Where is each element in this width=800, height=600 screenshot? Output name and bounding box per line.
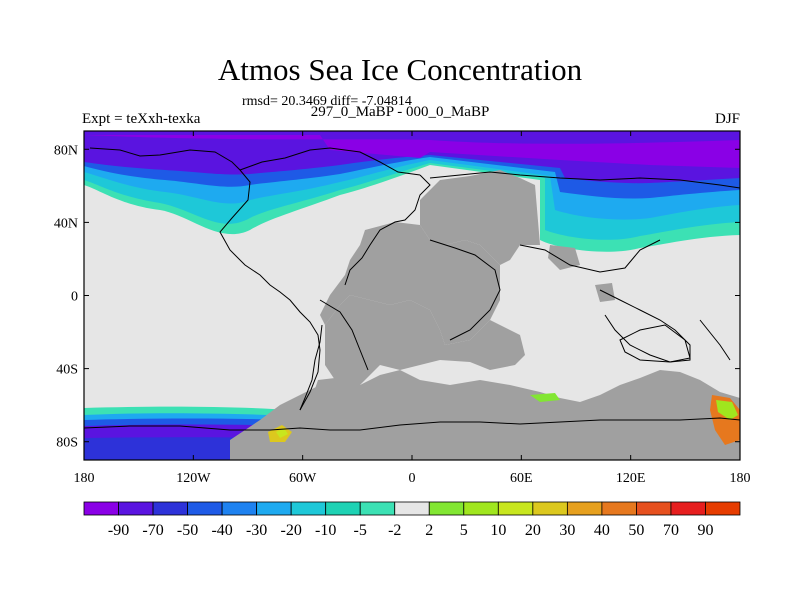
colorbar-label: -90 (108, 522, 129, 539)
colorbar-label: 40 (594, 522, 610, 539)
land-west-patch (312, 378, 345, 405)
colorbar-label: -70 (142, 522, 163, 539)
season-label: DJF (714, 111, 740, 127)
land-antarctic (230, 370, 740, 460)
x-tick-label: 180 (730, 471, 751, 486)
colorbar-swatch (187, 501, 223, 516)
x-axis: 180 120W 60W 0 60E 120E 180 (74, 131, 751, 486)
colorbar-label: 20 (525, 522, 541, 539)
colorbar-swatch (705, 501, 741, 516)
colorbar-swatch (532, 501, 568, 516)
y-tick-label: 0 (71, 290, 78, 305)
colorbar-swatch (118, 501, 154, 516)
colorbar: -90 -70 -50 -40 -30 -20 -10 -5 -2 2 5 10 20 30 40 50 70 9… (83, 501, 741, 539)
land-north (420, 170, 540, 265)
colorbar-label: -20 (280, 522, 301, 539)
nh-band-6 (84, 135, 740, 168)
increase-patch-170e-inner (716, 400, 738, 420)
colorbar-swatch (290, 501, 327, 516)
x-tick-label: 60W (289, 471, 317, 486)
colorbar-swatch (325, 501, 361, 516)
colorbar-swatch (394, 501, 430, 516)
colorbar-label: 50 (628, 522, 644, 539)
x-tick-label: 0 (409, 471, 416, 486)
colorbar-swatch (463, 501, 499, 516)
colorbar-label: 90 (697, 522, 713, 539)
stats-annotation: rmsd= 20.3469 diff= -7.04814 (242, 94, 412, 109)
colorbar-swatch (636, 501, 672, 516)
colorbar-swatch (83, 501, 119, 516)
map-fields (84, 131, 740, 460)
coastlines (84, 147, 740, 431)
colorbar-swatch (428, 501, 465, 516)
colorbar-label: -50 (177, 522, 198, 539)
colorbar-swatch (152, 501, 188, 516)
experiment-label: Expt = teXxh-texka (82, 111, 201, 127)
x-tick-label: 180 (74, 471, 95, 486)
colorbar-label: -10 (315, 522, 336, 539)
increase-patch-60w-inner (276, 428, 288, 438)
colorbar-swatch (256, 501, 292, 516)
colorbar-label: 10 (490, 522, 506, 539)
colorbar-label: 2 (425, 522, 433, 539)
x-tick-label: 60E (510, 471, 533, 486)
colorbar-swatch (221, 501, 258, 516)
colorbar-swatch (601, 501, 637, 516)
colorbar-swatch (497, 501, 534, 516)
colorbar-swatch (670, 501, 706, 516)
colorbar-label: -40 (211, 522, 232, 539)
colorbar-label: -2 (388, 522, 401, 539)
y-tick-label: 80N (54, 143, 78, 158)
period-label: 297_0_MaBP - 000_0_MaBP (310, 104, 490, 120)
y-tick-label: 40S (56, 363, 78, 378)
colorbar-label: 5 (460, 522, 468, 539)
colorbar-label: 70 (663, 522, 679, 539)
colorbar-label: -5 (354, 522, 367, 539)
x-tick-label: 120W (176, 471, 211, 486)
x-tick-label: 120E (616, 471, 646, 486)
colorbar-swatch (566, 501, 603, 516)
land-south (325, 295, 525, 385)
colorbar-label: -30 (246, 522, 267, 539)
figure-title: Atmos Sea Ice Concentration (217, 52, 583, 87)
y-tick-label: 40N (54, 216, 78, 231)
land-east-small (548, 245, 580, 270)
colorbar-label: 30 (559, 522, 575, 539)
y-axis: 80N 40N 0 40S 80S (54, 143, 740, 451)
y-tick-label: 80S (56, 436, 78, 451)
colorbar-swatch (359, 501, 396, 516)
increase-patch-60e (530, 393, 560, 402)
